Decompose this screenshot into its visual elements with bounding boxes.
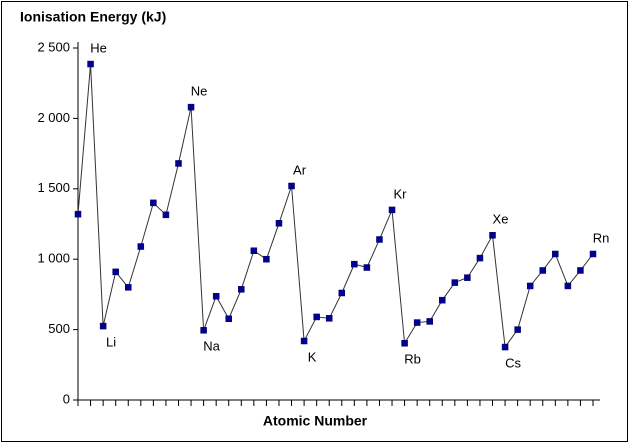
point xyxy=(74,210,82,218)
chart-title: Ionisation Energy (kJ) xyxy=(20,9,166,25)
point xyxy=(589,250,597,258)
point-label: Rb xyxy=(404,352,421,367)
point-label: Na xyxy=(203,339,220,354)
point xyxy=(413,319,421,326)
point xyxy=(288,182,295,190)
y-tick-label: 2 500 xyxy=(37,39,70,54)
point xyxy=(526,282,534,290)
point xyxy=(351,260,358,268)
point xyxy=(577,267,584,274)
point xyxy=(99,322,107,330)
y-tick-label: 1 000 xyxy=(37,251,70,266)
point xyxy=(376,236,383,243)
point-label: Cs xyxy=(505,355,521,370)
point-label: K xyxy=(308,349,317,364)
point-label: Ne xyxy=(191,84,208,99)
point xyxy=(124,284,132,291)
y-tick-label: 500 xyxy=(48,321,70,336)
point xyxy=(313,313,320,321)
point xyxy=(501,343,509,351)
point xyxy=(212,292,220,300)
point xyxy=(187,103,195,111)
point xyxy=(552,250,559,258)
point-label: He xyxy=(90,40,107,55)
y-tick-label: 1 500 xyxy=(37,180,70,195)
point xyxy=(451,279,459,286)
point xyxy=(112,268,119,276)
point xyxy=(401,340,408,347)
point xyxy=(200,327,207,334)
point xyxy=(150,199,157,207)
point xyxy=(275,220,283,227)
point xyxy=(263,255,270,263)
point xyxy=(514,326,521,333)
point xyxy=(325,315,333,322)
point xyxy=(363,264,371,271)
point-label: Li xyxy=(106,335,116,350)
point xyxy=(250,247,258,255)
point xyxy=(175,160,182,167)
point xyxy=(539,267,547,274)
point xyxy=(464,274,471,281)
y-tick-label: 0 xyxy=(63,391,70,406)
point xyxy=(439,296,446,304)
point xyxy=(338,289,346,297)
point-label: Xe xyxy=(493,212,509,227)
point-label: Ar xyxy=(293,162,307,177)
point-label: Rn xyxy=(593,230,610,245)
point xyxy=(564,282,572,290)
x-axis-label: Atomic Number xyxy=(263,413,368,429)
point xyxy=(137,243,145,250)
point xyxy=(162,211,170,219)
point xyxy=(388,206,396,214)
point xyxy=(238,286,245,293)
point xyxy=(87,60,94,68)
point xyxy=(476,254,484,262)
point xyxy=(300,337,308,345)
y-tick-label: 2 000 xyxy=(37,110,70,125)
point xyxy=(225,315,232,323)
point xyxy=(489,232,496,239)
point-label: Kr xyxy=(394,186,408,201)
point xyxy=(426,318,433,325)
